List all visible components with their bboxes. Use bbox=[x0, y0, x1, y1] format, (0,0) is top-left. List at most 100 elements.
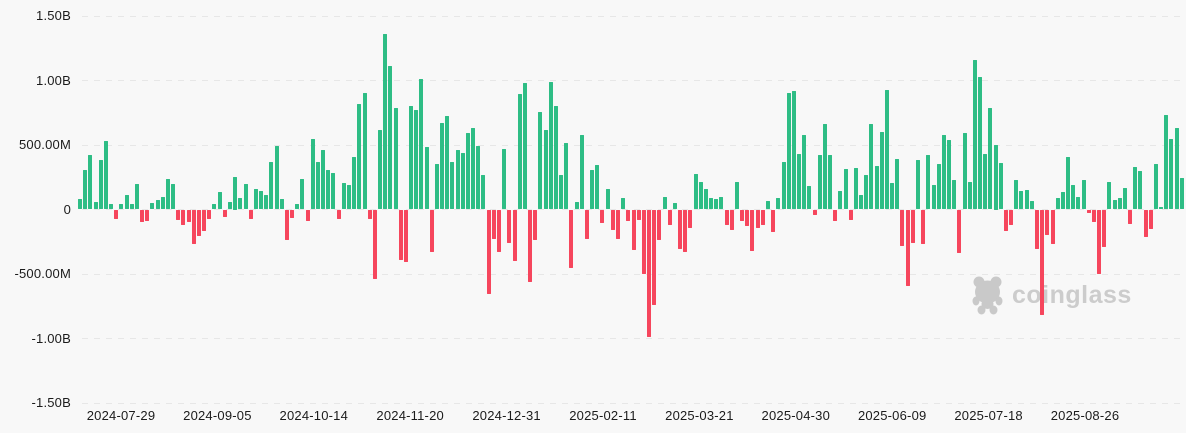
bar[interactable] bbox=[947, 139, 952, 210]
bar[interactable] bbox=[222, 209, 227, 218]
bar[interactable] bbox=[833, 209, 838, 222]
bar[interactable] bbox=[590, 169, 595, 210]
bar[interactable] bbox=[1179, 177, 1184, 210]
bar[interactable] bbox=[755, 209, 760, 228]
bar[interactable] bbox=[481, 174, 486, 210]
bar[interactable] bbox=[993, 145, 998, 210]
bar[interactable] bbox=[781, 161, 786, 210]
bar[interactable] bbox=[714, 198, 719, 210]
bar[interactable] bbox=[678, 209, 683, 250]
bar[interactable] bbox=[1050, 209, 1055, 245]
bar[interactable] bbox=[548, 81, 553, 210]
bar[interactable] bbox=[212, 204, 217, 210]
bar[interactable] bbox=[688, 209, 693, 228]
bar[interactable] bbox=[926, 155, 931, 210]
bar[interactable] bbox=[569, 209, 574, 268]
bar[interactable] bbox=[383, 34, 388, 210]
bar[interactable] bbox=[367, 209, 372, 220]
bar[interactable] bbox=[1009, 209, 1014, 225]
bar[interactable] bbox=[579, 134, 584, 210]
bar[interactable] bbox=[957, 209, 962, 254]
bar[interactable] bbox=[522, 83, 527, 210]
bar[interactable] bbox=[78, 198, 82, 210]
bar[interactable] bbox=[1055, 197, 1060, 210]
bar[interactable] bbox=[698, 182, 703, 210]
bar[interactable] bbox=[828, 155, 833, 210]
bar[interactable] bbox=[1122, 188, 1127, 210]
bar[interactable] bbox=[305, 209, 310, 222]
bar[interactable] bbox=[253, 188, 258, 210]
bar[interactable] bbox=[1014, 180, 1019, 210]
bar[interactable] bbox=[605, 188, 610, 210]
bar[interactable] bbox=[217, 192, 222, 210]
bar[interactable] bbox=[202, 209, 207, 231]
bar[interactable] bbox=[745, 209, 750, 227]
bar[interactable] bbox=[1024, 189, 1029, 210]
bar[interactable] bbox=[972, 59, 977, 210]
bar[interactable] bbox=[983, 154, 988, 210]
bar[interactable] bbox=[414, 109, 419, 210]
bar[interactable] bbox=[140, 209, 145, 222]
bar[interactable] bbox=[771, 209, 776, 233]
bar[interactable] bbox=[998, 163, 1003, 210]
bar[interactable] bbox=[434, 164, 439, 210]
bar[interactable] bbox=[621, 197, 626, 210]
bar[interactable] bbox=[1029, 201, 1034, 210]
bar[interactable] bbox=[238, 197, 243, 210]
bar[interactable] bbox=[181, 209, 186, 225]
bar[interactable] bbox=[848, 209, 853, 221]
bar[interactable] bbox=[1091, 209, 1096, 223]
bar[interactable] bbox=[724, 209, 729, 225]
bar[interactable] bbox=[233, 177, 238, 210]
bar[interactable] bbox=[615, 209, 620, 239]
bar[interactable] bbox=[497, 209, 501, 252]
bar[interactable] bbox=[83, 170, 88, 210]
bar[interactable] bbox=[88, 154, 93, 210]
bar[interactable] bbox=[196, 209, 201, 236]
bar[interactable] bbox=[765, 201, 770, 210]
bar[interactable] bbox=[941, 135, 946, 210]
bar[interactable] bbox=[988, 107, 993, 210]
bar[interactable] bbox=[890, 183, 895, 210]
bar[interactable] bbox=[284, 209, 289, 241]
bar[interactable] bbox=[274, 146, 279, 210]
bar[interactable] bbox=[1086, 209, 1091, 213]
bar[interactable] bbox=[129, 204, 134, 210]
bar[interactable] bbox=[512, 209, 517, 261]
bar[interactable] bbox=[559, 174, 564, 210]
bar[interactable] bbox=[843, 169, 848, 210]
bar[interactable] bbox=[124, 194, 129, 210]
bar[interactable] bbox=[895, 159, 900, 210]
bar[interactable] bbox=[1003, 209, 1008, 231]
bar[interactable] bbox=[584, 209, 589, 239]
bar[interactable] bbox=[186, 209, 191, 223]
bar[interactable] bbox=[978, 77, 983, 210]
bar[interactable] bbox=[476, 146, 481, 210]
bar[interactable] bbox=[465, 132, 470, 210]
bar[interactable] bbox=[362, 93, 367, 210]
bar[interactable] bbox=[864, 174, 869, 210]
bar[interactable] bbox=[228, 202, 232, 210]
bar[interactable] bbox=[460, 152, 465, 210]
bar[interactable] bbox=[874, 165, 879, 210]
bar[interactable] bbox=[734, 182, 739, 210]
bar[interactable] bbox=[502, 149, 507, 210]
bar[interactable] bbox=[336, 209, 341, 220]
bar[interactable] bbox=[595, 164, 600, 210]
bar[interactable] bbox=[171, 184, 176, 210]
bar[interactable] bbox=[1117, 197, 1122, 210]
bar[interactable] bbox=[910, 209, 915, 243]
bar[interactable] bbox=[145, 209, 150, 221]
bar[interactable] bbox=[884, 89, 889, 210]
bar[interactable] bbox=[310, 139, 315, 210]
bar[interactable] bbox=[528, 209, 533, 283]
bar[interactable] bbox=[936, 163, 941, 210]
bar[interactable] bbox=[553, 106, 558, 210]
bar[interactable] bbox=[207, 209, 212, 220]
bar[interactable] bbox=[114, 209, 119, 220]
bar[interactable] bbox=[538, 112, 543, 210]
bar[interactable] bbox=[636, 209, 641, 221]
bar[interactable] bbox=[352, 156, 357, 210]
bar[interactable] bbox=[931, 184, 936, 210]
bar[interactable] bbox=[657, 209, 662, 241]
